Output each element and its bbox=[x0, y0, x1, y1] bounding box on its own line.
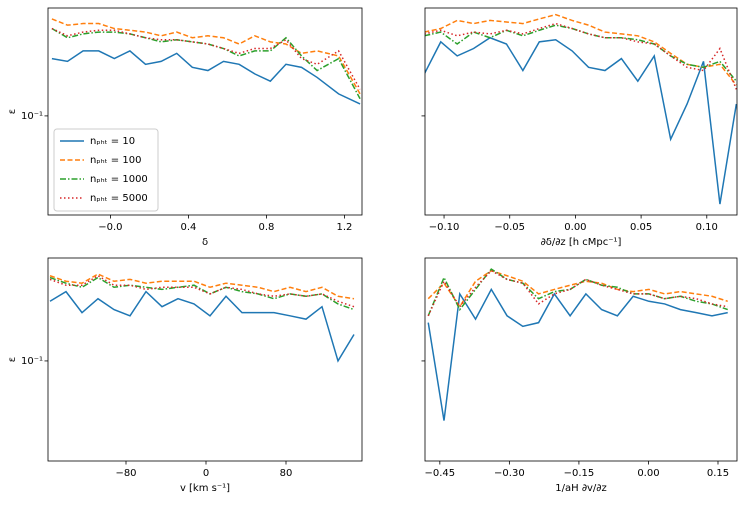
axes-frame bbox=[47, 257, 363, 462]
y-tick-label: 10⁻¹ bbox=[21, 111, 43, 122]
x-axis-label: ∂δ/∂z [h cMpc⁻¹] bbox=[541, 237, 622, 248]
series-line bbox=[427, 287, 728, 421]
legend-label: nₚₕₜ = 5000 bbox=[90, 193, 148, 204]
x-tick-label: 0 bbox=[203, 468, 209, 479]
axes-frame bbox=[47, 7, 363, 216]
legend-label: nₚₕₜ = 100 bbox=[90, 155, 141, 166]
series-line bbox=[427, 268, 728, 317]
series-line bbox=[49, 273, 355, 300]
x-tick-label: −0.30 bbox=[494, 468, 525, 479]
series-line bbox=[51, 27, 361, 90]
series-line bbox=[425, 22, 737, 90]
legend-label: nₚₕₜ = 10 bbox=[90, 136, 135, 147]
x-tick-label: 0.00 bbox=[564, 222, 586, 233]
x-tick-label: −0.15 bbox=[564, 468, 595, 479]
series-line bbox=[49, 290, 355, 363]
axes-frame bbox=[424, 257, 738, 462]
series-line bbox=[49, 276, 355, 311]
x-tick-label: −80 bbox=[115, 468, 136, 479]
legend-box bbox=[53, 128, 159, 212]
x-tick-label: 0.15 bbox=[707, 468, 729, 479]
series-line bbox=[51, 50, 361, 105]
series-line bbox=[49, 274, 355, 308]
x-tick-label: −0.45 bbox=[425, 468, 456, 479]
x-axis-label: δ bbox=[202, 237, 208, 248]
x-tick-label: 0.05 bbox=[630, 222, 652, 233]
y-axis-label: ε bbox=[7, 109, 18, 114]
x-tick-label: 80 bbox=[280, 468, 293, 479]
y-axis-label: ε bbox=[7, 357, 18, 362]
x-tick-label: −0.05 bbox=[494, 222, 525, 233]
x-tick-label: −0.10 bbox=[429, 222, 460, 233]
legend-label: nₚₕₜ = 1000 bbox=[90, 174, 148, 185]
x-tick-label: 1.2 bbox=[336, 222, 352, 233]
series-line bbox=[425, 36, 737, 205]
x-tick-label: 0.4 bbox=[180, 222, 196, 233]
series-line bbox=[427, 269, 728, 317]
x-axis-label: 1/aH ∂v/∂z bbox=[555, 483, 606, 494]
series-line bbox=[425, 24, 737, 82]
series-line bbox=[51, 27, 361, 100]
x-tick-label: 0.10 bbox=[696, 222, 718, 233]
x-tick-label: 0.00 bbox=[637, 468, 659, 479]
y-tick-label: 10⁻¹ bbox=[21, 356, 43, 367]
series-line bbox=[427, 269, 728, 309]
x-tick-label: −0.0 bbox=[98, 222, 122, 233]
x-tick-label: 0.8 bbox=[258, 222, 274, 233]
x-axis-label: v [km s⁻¹] bbox=[180, 483, 230, 494]
axes-frame bbox=[424, 7, 738, 216]
